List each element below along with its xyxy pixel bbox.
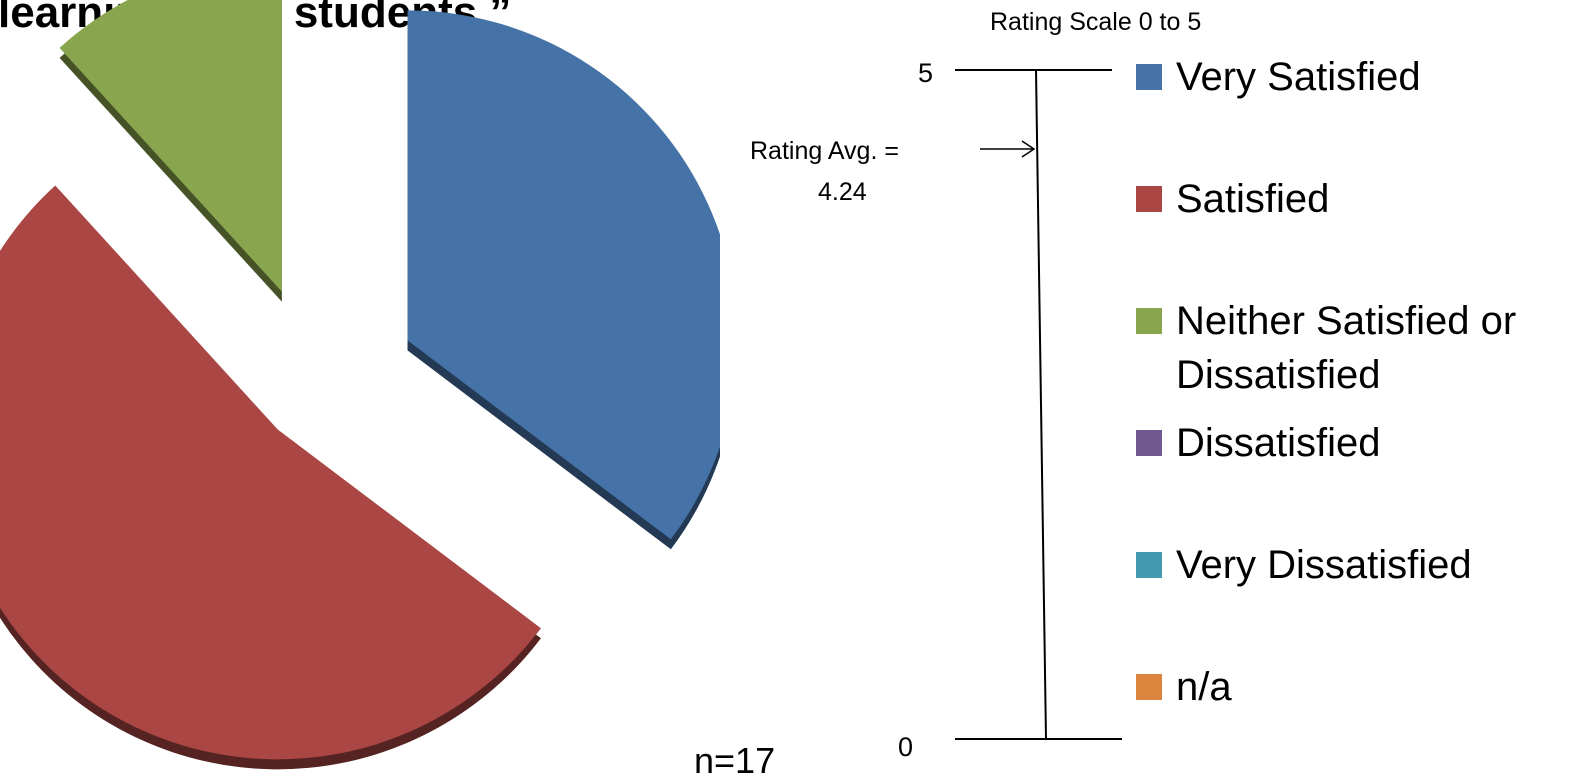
legend-item: n/a: [1136, 660, 1576, 714]
legend-label: Dissatisfied: [1176, 421, 1381, 465]
legend-label: Satisfied: [1176, 177, 1330, 221]
scale-min-label: 0: [898, 732, 914, 762]
average-arrow: [980, 140, 1036, 158]
scale-vertical-line: [1035, 69, 1047, 740]
pie-slice-very-satisfied: [407, 10, 720, 550]
legend-swatch: [1136, 308, 1162, 334]
legend-swatch: [1136, 64, 1162, 90]
legend-label: Very Satisfied: [1176, 55, 1421, 99]
legend-item: Satisfied: [1136, 172, 1576, 226]
legend-swatch: [1136, 674, 1162, 700]
legend-item: Very Dissatisfied: [1136, 538, 1576, 592]
legend-label: n/a: [1176, 665, 1232, 709]
legend-item: Neither Satisfied or Dissatisfied: [1136, 294, 1576, 402]
pie-slice-satisfied: [0, 185, 541, 770]
legend-swatch: [1136, 186, 1162, 212]
scale-max-label: 5: [918, 58, 934, 88]
legend-label: Very Dissatisfied: [1176, 543, 1472, 587]
pie-slice-neither-satisfied-or-dissatisfied: [59, 0, 282, 302]
legend-swatch: [1136, 430, 1162, 456]
legend-label: Neither Satisfied or Dissatisfied: [1176, 299, 1517, 397]
pie-chart: [0, 0, 720, 770]
rating-scale-title: Rating Scale 0 to 5: [990, 8, 1202, 36]
rating-average-value: 4.24: [818, 178, 867, 206]
rating-average-label: Rating Avg. =: [750, 137, 899, 165]
sample-size-label: n=17: [694, 740, 776, 781]
legend-item: Very Satisfied: [1136, 50, 1576, 104]
legend-item: Dissatisfied: [1136, 416, 1576, 470]
legend-swatch: [1136, 552, 1162, 578]
